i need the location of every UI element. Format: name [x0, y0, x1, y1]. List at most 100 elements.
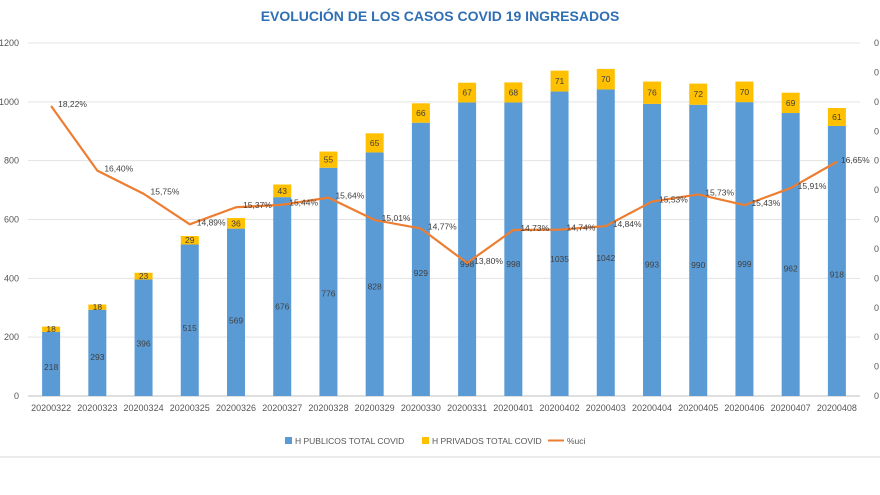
label-publicos: 1042	[596, 253, 615, 263]
y-tick-label: 200	[4, 332, 19, 342]
label-privados: 69	[786, 98, 796, 108]
x-axis: 20200322 20200323 20200324 20200325 20200326…	[31, 403, 857, 413]
label-publicos: 993	[645, 260, 659, 270]
bar-publicos	[643, 103, 661, 396]
bar-publicos	[411, 122, 430, 396]
label-uci: 16,40%	[104, 164, 133, 174]
label-privados: 67	[462, 88, 472, 98]
bar-privados	[180, 235, 199, 245]
bar-privados	[42, 326, 61, 332]
legend-label: H PRIVADOS TOTAL COVID	[432, 436, 542, 446]
x-tick-label: 20200403	[586, 403, 626, 413]
label-publicos: 776	[321, 288, 335, 298]
label-publicos: 515	[183, 323, 197, 333]
x-tick-label: 20200405	[678, 403, 718, 413]
label-privados: 71	[555, 76, 565, 86]
label-privados: 23	[139, 271, 149, 281]
label-uci: 15,53%	[659, 195, 688, 205]
bar-privados	[411, 103, 430, 123]
uci-line-path	[50, 105, 838, 265]
label-uci: 14,89%	[197, 217, 226, 227]
label-publicos: 990	[691, 260, 705, 270]
bar-privados	[781, 92, 800, 114]
x-tick-label: 20200401	[493, 403, 533, 413]
legend: H PUBLICOS TOTAL COVID H PRIVADOS TOTAL C…	[285, 436, 586, 446]
label-uci: 14,73%	[520, 223, 549, 233]
bar-publicos	[689, 104, 708, 397]
label-uci: 15,91%	[798, 181, 827, 191]
bar-privados	[689, 83, 708, 105]
y2-tick-label: 0	[874, 215, 879, 225]
x-tick-label: 20200327	[262, 403, 302, 413]
label-privados: 70	[740, 87, 750, 97]
label-privados: 55	[324, 155, 334, 165]
bar-privados	[550, 70, 569, 92]
bar-publicos	[227, 228, 245, 396]
x-tick-label: 20200402	[540, 403, 580, 413]
bar-publicos	[596, 89, 615, 396]
label-uci: 14,84%	[613, 219, 642, 229]
bar-publicos	[735, 102, 754, 396]
bar-publicos	[134, 279, 153, 396]
label-privados: 76	[647, 88, 657, 98]
bar-publicos	[319, 167, 338, 396]
secondary-y-axis: 0 0 0 0 0 0 0 0 0 0 0 0 0	[874, 38, 879, 401]
label-publicos: 569	[229, 316, 243, 326]
x-tick-label: 20200330	[401, 403, 441, 413]
bar-privados	[735, 81, 754, 103]
label-privados: 72	[693, 89, 703, 99]
label-publicos: 218	[44, 362, 58, 372]
bar-privados	[643, 81, 661, 104]
legend-label: %uci	[567, 436, 586, 446]
uci-line: 18,22% 16,40% 15,75% 14,89% 15,37% 15,44% 15,6…	[50, 99, 870, 266]
label-publicos: 998	[506, 259, 520, 269]
y-tick-label: 1000	[0, 97, 19, 107]
bar-publicos	[458, 102, 477, 397]
label-uci: 15,73%	[705, 187, 734, 197]
label-uci: 14,77%	[428, 222, 457, 232]
x-tick-label: 20200329	[355, 403, 395, 413]
label-privados: 68	[509, 87, 519, 97]
x-tick-label: 20200326	[216, 403, 256, 413]
y-axis: 0 200 400 600 800 1000 1200	[0, 38, 19, 401]
label-publicos: 918	[830, 269, 844, 279]
bar-publicos	[88, 309, 107, 396]
label-uci: 15,37%	[243, 200, 272, 210]
y2-tick-label: 0	[874, 273, 879, 283]
label-publicos: 676	[275, 302, 289, 312]
bar-privados	[827, 108, 846, 126]
y2-tick-label: 0	[874, 156, 879, 166]
y-tick-label: 800	[4, 156, 19, 166]
bar-privados	[273, 184, 292, 198]
y2-tick-label: 0	[874, 391, 879, 401]
y-tick-label: 1200	[0, 38, 19, 48]
x-tick-label: 20200407	[771, 403, 811, 413]
label-privados: 36	[231, 218, 241, 228]
y-tick-label: 0	[14, 391, 19, 401]
x-tick-label: 20200406	[724, 403, 764, 413]
label-uci: 15,44%	[289, 198, 318, 208]
bar-privados	[134, 272, 153, 280]
label-publicos: 962	[784, 264, 798, 274]
label-privados: 43	[277, 186, 287, 196]
legend-label: H PUBLICOS TOTAL COVID	[295, 436, 404, 446]
bar-privados	[458, 82, 477, 103]
x-tick-label: 20200322	[31, 403, 71, 413]
bar-publicos	[180, 244, 199, 396]
label-publicos: 929	[414, 268, 428, 278]
label-publicos: 828	[368, 281, 382, 291]
y2-tick-label: 0	[874, 332, 879, 342]
y2-tick-label: 0	[874, 362, 879, 372]
bar-privados	[504, 82, 523, 103]
legend-swatch	[422, 437, 429, 444]
label-privados: 29	[185, 235, 195, 245]
gridlines	[28, 42, 860, 397]
x-tick-label: 20200328	[308, 403, 348, 413]
x-tick-label: 20200404	[632, 403, 672, 413]
label-privados: 66	[416, 108, 426, 118]
bar-publicos	[550, 91, 569, 396]
bar-publicos	[365, 152, 384, 396]
y2-tick-label: 0	[874, 67, 879, 77]
bars: 218 18 293 18 396 23 515 29 569 36 676 43 776 55 828 65…	[42, 68, 846, 397]
